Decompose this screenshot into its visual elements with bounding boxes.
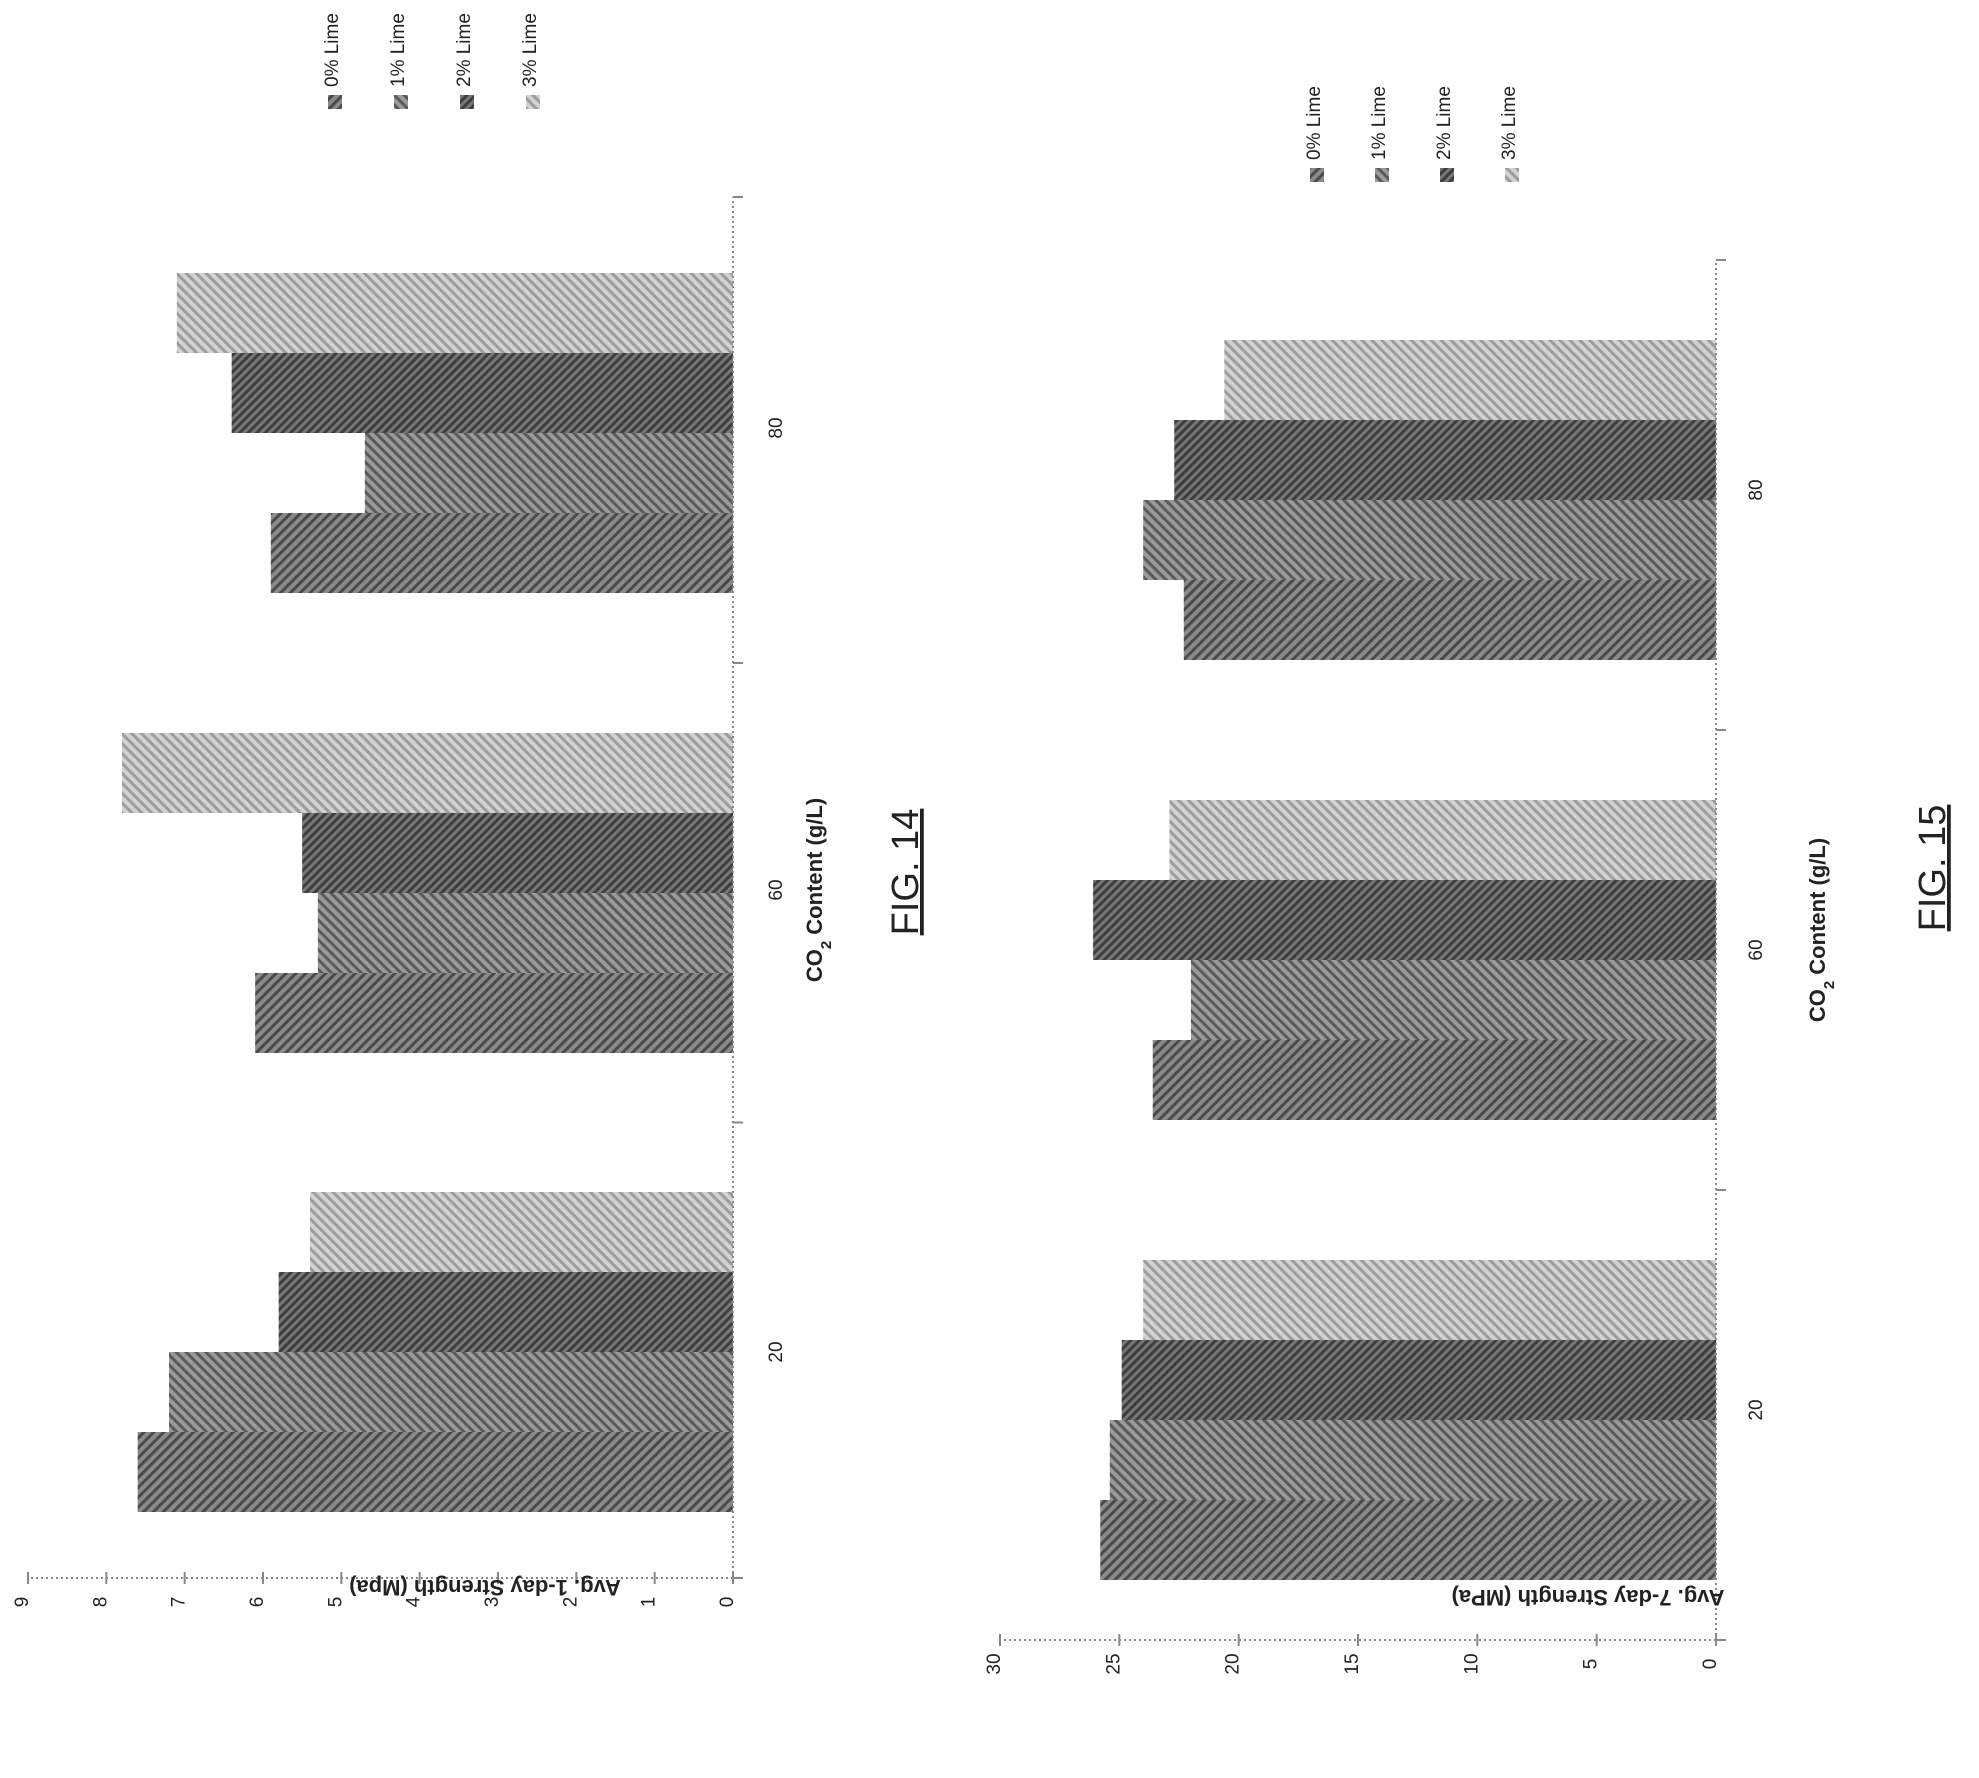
axes-group — [28, 196, 743, 1579]
category-label: 20 — [766, 1341, 787, 1362]
legend-label: 1% Lime — [1369, 86, 1390, 160]
bars-group — [1093, 340, 1716, 1580]
legend-swatch — [1440, 168, 1454, 182]
y-axis-title: Avg. 7-day Strength (MPa) — [1452, 1585, 1725, 1610]
figure-label: FIG. 14 — [885, 809, 927, 936]
category-label: 60 — [1746, 939, 1767, 960]
bar — [1109, 1420, 1716, 1500]
y-axis-title: Avg. 1-day Strength (Mpa) — [349, 1575, 621, 1600]
tick-label: 8 — [90, 1597, 111, 1608]
bar — [255, 973, 733, 1053]
legend-swatch — [526, 95, 540, 109]
y-ticks: 0 1 2 3 4 5 6 7 8 9 — [12, 1572, 738, 1607]
tick-label: 7 — [169, 1597, 190, 1608]
bar — [1100, 1500, 1716, 1580]
legend-swatch — [1310, 168, 1324, 182]
x-ticks: 20 60 80 — [1746, 479, 1767, 1420]
tick-label: 20 — [1223, 1653, 1244, 1674]
legend: 0% Lime 1% Lime 2% Lime 3% Lime — [1304, 86, 1520, 182]
figure-label: FIG. 15 — [1912, 805, 1954, 932]
bar — [176, 273, 734, 353]
tick-label: 25 — [1103, 1653, 1124, 1674]
legend: 0% Lime 1% Lime 2% Lime 3% Lime — [322, 13, 541, 109]
x-ticks: 20 60 80 — [766, 417, 787, 1362]
legend-swatch — [328, 95, 342, 109]
tick-label: 9 — [12, 1597, 33, 1608]
bar — [278, 1272, 733, 1352]
legend-label: 2% Lime — [454, 13, 475, 87]
tick-label: 0 — [1700, 1659, 1721, 1670]
bar — [1190, 960, 1716, 1040]
bar — [270, 513, 733, 593]
bar — [364, 433, 733, 513]
bar — [1093, 880, 1716, 960]
category-label: 80 — [766, 417, 787, 438]
category-label: 20 — [1746, 1399, 1767, 1420]
legend-swatch — [394, 95, 408, 109]
legend-label: 3% Lime — [1499, 86, 1520, 160]
tick-label: 1 — [639, 1597, 660, 1608]
tick-label: 5 — [325, 1597, 346, 1608]
category-label: 80 — [1746, 479, 1767, 500]
category-label: 60 — [766, 879, 787, 900]
tick-label: 5 — [1581, 1659, 1602, 1670]
bar — [169, 1352, 733, 1432]
tick-label: 15 — [1342, 1653, 1363, 1674]
chart-fig14: 0 1 2 3 4 5 6 7 8 9 20 60 80 Avg. 1-day Strength (M… — [12, 13, 927, 1607]
bar — [122, 733, 733, 813]
legend-label: 0% Lime — [322, 13, 343, 87]
legend-label: 3% Lime — [520, 13, 541, 87]
legend-swatch — [460, 95, 474, 109]
bar — [1174, 420, 1716, 500]
bar — [1143, 500, 1716, 580]
bar — [137, 1432, 733, 1512]
tick-label: 4 — [404, 1596, 425, 1607]
chart-fig15: 0 5 10 15 20 25 30 20 60 80 Avg. 7-day Strength … — [984, 86, 1954, 1674]
tick-label: 30 — [984, 1653, 1005, 1674]
tick-label: 2 — [560, 1597, 581, 1608]
y-ticks: 0 5 10 15 20 25 30 — [984, 1634, 1721, 1675]
x-axis-title: CO2 Content (g/L) — [1805, 838, 1838, 1022]
tick-label: 10 — [1461, 1653, 1482, 1674]
bar — [310, 1192, 733, 1272]
legend-label: 2% Lime — [1434, 86, 1455, 160]
x-axis-title: CO2 Content (g/L) — [802, 798, 835, 982]
bar — [317, 893, 733, 973]
bar — [1169, 800, 1716, 880]
tick-label: 0 — [717, 1597, 738, 1608]
bars-group — [122, 273, 734, 1512]
legend-label: 0% Lime — [1304, 86, 1325, 160]
bar — [1121, 1340, 1716, 1420]
legend-label: 1% Lime — [388, 13, 409, 87]
bar — [1183, 580, 1716, 660]
tick-label: 6 — [247, 1597, 268, 1608]
bar — [1143, 1260, 1716, 1340]
bar — [1152, 1040, 1716, 1120]
bar — [231, 353, 733, 433]
tick-label: 3 — [482, 1597, 503, 1608]
legend-swatch — [1505, 168, 1519, 182]
legend-swatch — [1375, 168, 1389, 182]
bar — [1224, 340, 1716, 420]
bar — [302, 813, 733, 893]
